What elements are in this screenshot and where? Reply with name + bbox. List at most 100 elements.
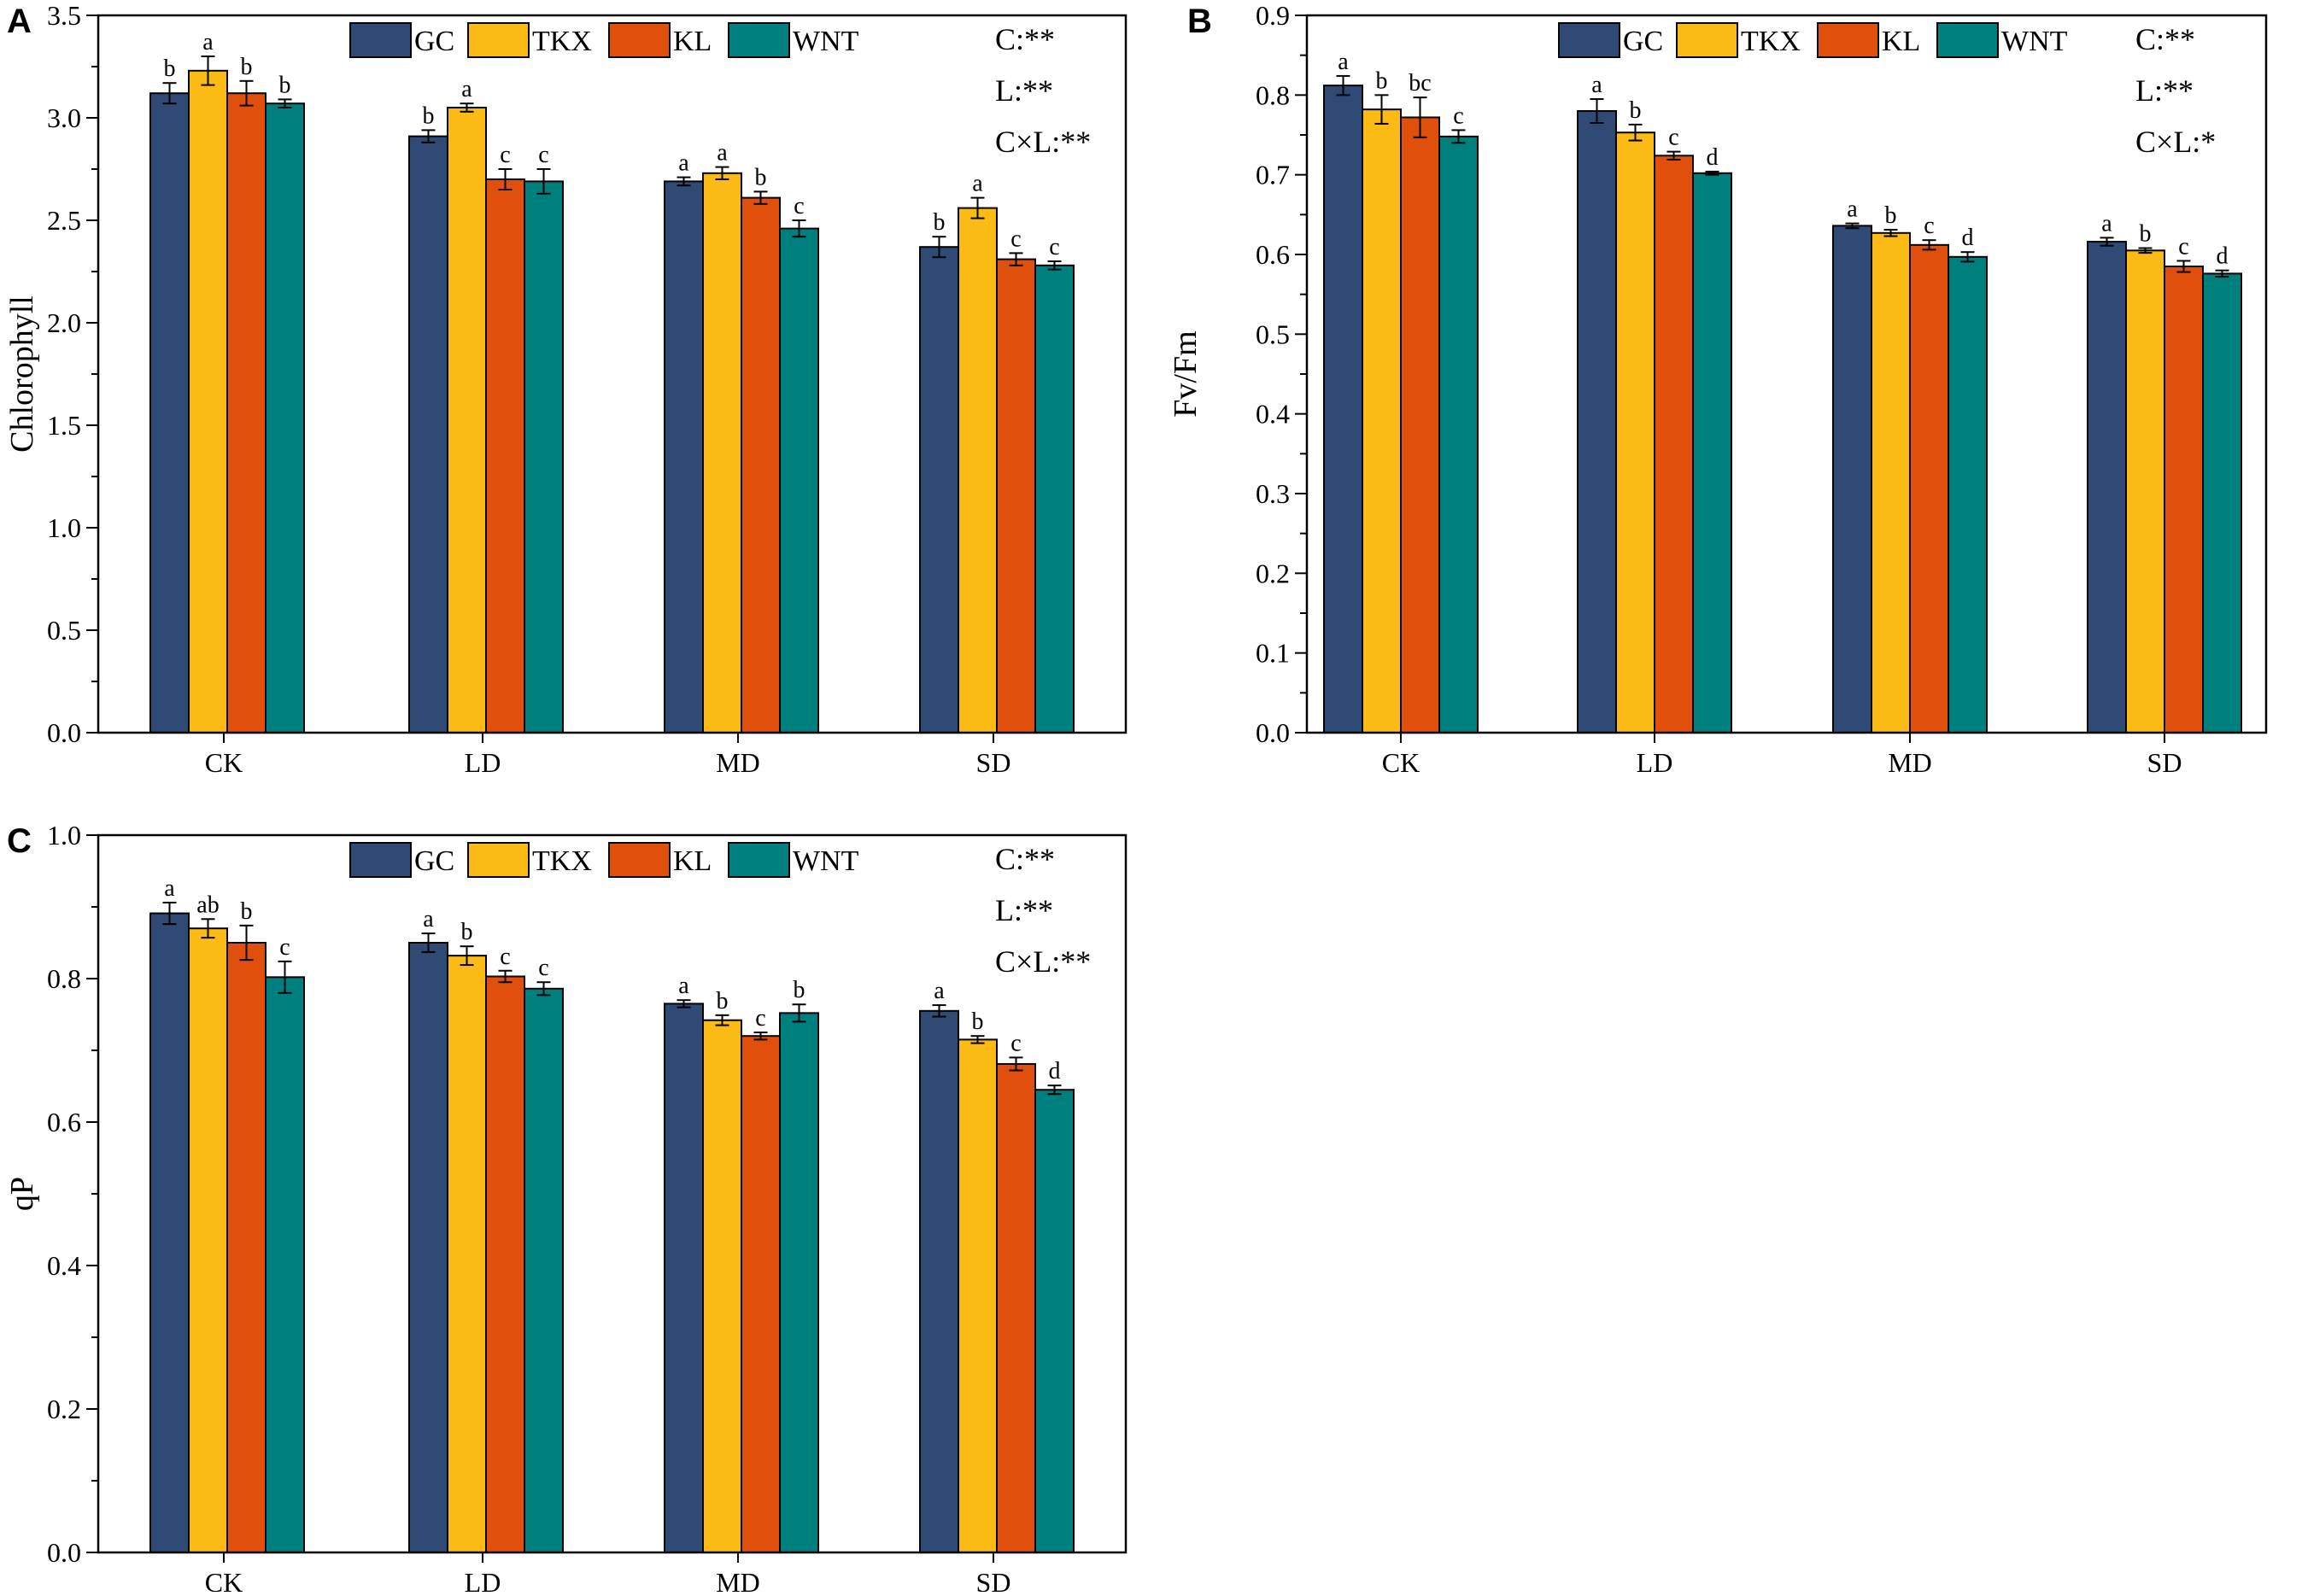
panel-letter: B <box>1187 3 1212 40</box>
y-tick-label: 2.0 <box>47 307 81 338</box>
bar-kl <box>485 975 525 1553</box>
x-tick-label: MD <box>1888 747 1932 778</box>
legend-swatch-kl <box>608 842 671 878</box>
significance-letter: c <box>1668 125 1678 151</box>
significance-letter: a <box>2101 210 2112 237</box>
x-tick-label: MD <box>716 747 760 778</box>
legend-label-kl: KL <box>673 26 712 57</box>
significance-letter: b <box>423 102 435 129</box>
significance-letter: a <box>678 150 689 177</box>
significance-letter: ab <box>196 892 219 918</box>
bar-gc <box>919 246 959 734</box>
x-tick-label: SD <box>2147 747 2182 778</box>
bar-gc <box>149 912 190 1554</box>
bar-kl <box>1654 155 1694 734</box>
bar-gc <box>408 135 448 734</box>
legend-label-wnt: WNT <box>2001 26 2068 57</box>
bar-wnt <box>524 180 564 734</box>
significance-letter: d <box>2217 243 2229 270</box>
bar-wnt <box>1438 135 1479 734</box>
annotation: L:** <box>995 893 1053 927</box>
x-tick-label: SD <box>976 1567 1011 1592</box>
y-tick-label: 1.0 <box>47 512 81 543</box>
significance-letter: b <box>794 977 805 1003</box>
bar-kl <box>226 942 267 1553</box>
bar-kl <box>996 1062 1036 1553</box>
panel-letter: C <box>7 822 32 860</box>
bar-wnt <box>1692 172 1732 734</box>
bar-tkx <box>188 927 228 1553</box>
y-tick-label: 0.5 <box>1256 319 1290 349</box>
panel-b: B Fv/Fm 0.0 0.1 0.2 0.3 0.4 0.5 0.6 0.7 0.8 0.9 a a a a… <box>1168 0 2268 778</box>
y-tick-label: 0.6 <box>1256 239 1290 270</box>
y-tick-label: 3.0 <box>47 102 81 133</box>
significance-letter: d <box>1707 144 1719 171</box>
significance-letter: c <box>1453 102 1463 129</box>
plot-frame <box>97 833 1128 1554</box>
bar-tkx <box>1362 108 1402 734</box>
bar-gc <box>2087 241 2127 734</box>
significance-letter: b <box>241 54 253 80</box>
bar-wnt <box>779 227 819 734</box>
significance-letter: c <box>1010 225 1021 252</box>
significance-letter: c <box>1010 1030 1021 1056</box>
y-tick-label: 0.7 <box>1256 160 1290 190</box>
y-tick-label: 0.0 <box>47 717 81 748</box>
bar-tkx <box>1615 132 1655 734</box>
significance-letter: bc <box>1409 70 1431 96</box>
significance-letter: a <box>202 29 214 56</box>
x-tick-label: SD <box>976 747 1011 778</box>
bar-kl <box>741 1035 781 1553</box>
bar-tkx <box>188 69 228 734</box>
significance-letter: b <box>1630 97 1642 124</box>
legend-label-tkx: TKX <box>1741 26 1801 57</box>
legend-swatch-wnt <box>728 842 790 878</box>
significance-letter: b <box>2140 221 2152 248</box>
significance-letter: a <box>972 171 983 197</box>
significance-letter: d <box>1049 1058 1061 1084</box>
y-axis-label: qP <box>4 1177 40 1211</box>
bar-gc <box>149 92 190 734</box>
legend-label-gc: GC <box>414 26 454 57</box>
significance-letter: a <box>1591 72 1602 98</box>
bar-gc <box>1323 85 1363 734</box>
bar-tkx <box>958 207 998 734</box>
annotation: C:** <box>2135 22 2195 56</box>
significance-letter: a <box>678 973 689 999</box>
significance-letter: c <box>279 934 290 961</box>
legend-label-kl: KL <box>673 845 712 877</box>
significance-letter: a <box>164 875 175 902</box>
bar-gc <box>1577 110 1617 734</box>
legend-swatch-kl <box>608 22 671 58</box>
legend-label-gc: GC <box>1623 26 1663 57</box>
bar-gc <box>1832 225 1872 734</box>
y-tick-label: 0.0 <box>47 1537 81 1568</box>
legend-label-wnt: WNT <box>793 845 859 877</box>
significance-letter: c <box>755 1005 765 1032</box>
significance-letter: b <box>461 919 473 945</box>
legend-swatch-wnt <box>1936 22 1999 58</box>
y-tick-label: 0.4 <box>1256 399 1290 430</box>
plot-frame <box>1305 14 2268 734</box>
y-tick-label: 0.8 <box>47 963 81 994</box>
annotation: L:** <box>995 73 1053 108</box>
legend-swatch-kl <box>1817 22 1879 58</box>
y-tick-label: 2.5 <box>47 205 81 236</box>
plot-frame <box>97 14 1128 734</box>
annotation: C×L:** <box>995 944 1091 979</box>
legend-swatch-tkx <box>1676 22 1738 58</box>
annotation: L:** <box>2135 73 2194 108</box>
significance-letter: c <box>538 955 548 981</box>
y-tick-label: 1.5 <box>47 410 81 441</box>
legend-swatch-gc <box>1558 22 1620 58</box>
y-tick-label: 0.5 <box>47 615 81 646</box>
bar-gc <box>919 1009 959 1554</box>
bar-tkx <box>702 1019 742 1553</box>
bar-tkx <box>447 955 487 1553</box>
legend-label-tkx: TKX <box>532 26 592 57</box>
bar-gc <box>664 180 704 734</box>
bar-kl <box>741 196 781 734</box>
